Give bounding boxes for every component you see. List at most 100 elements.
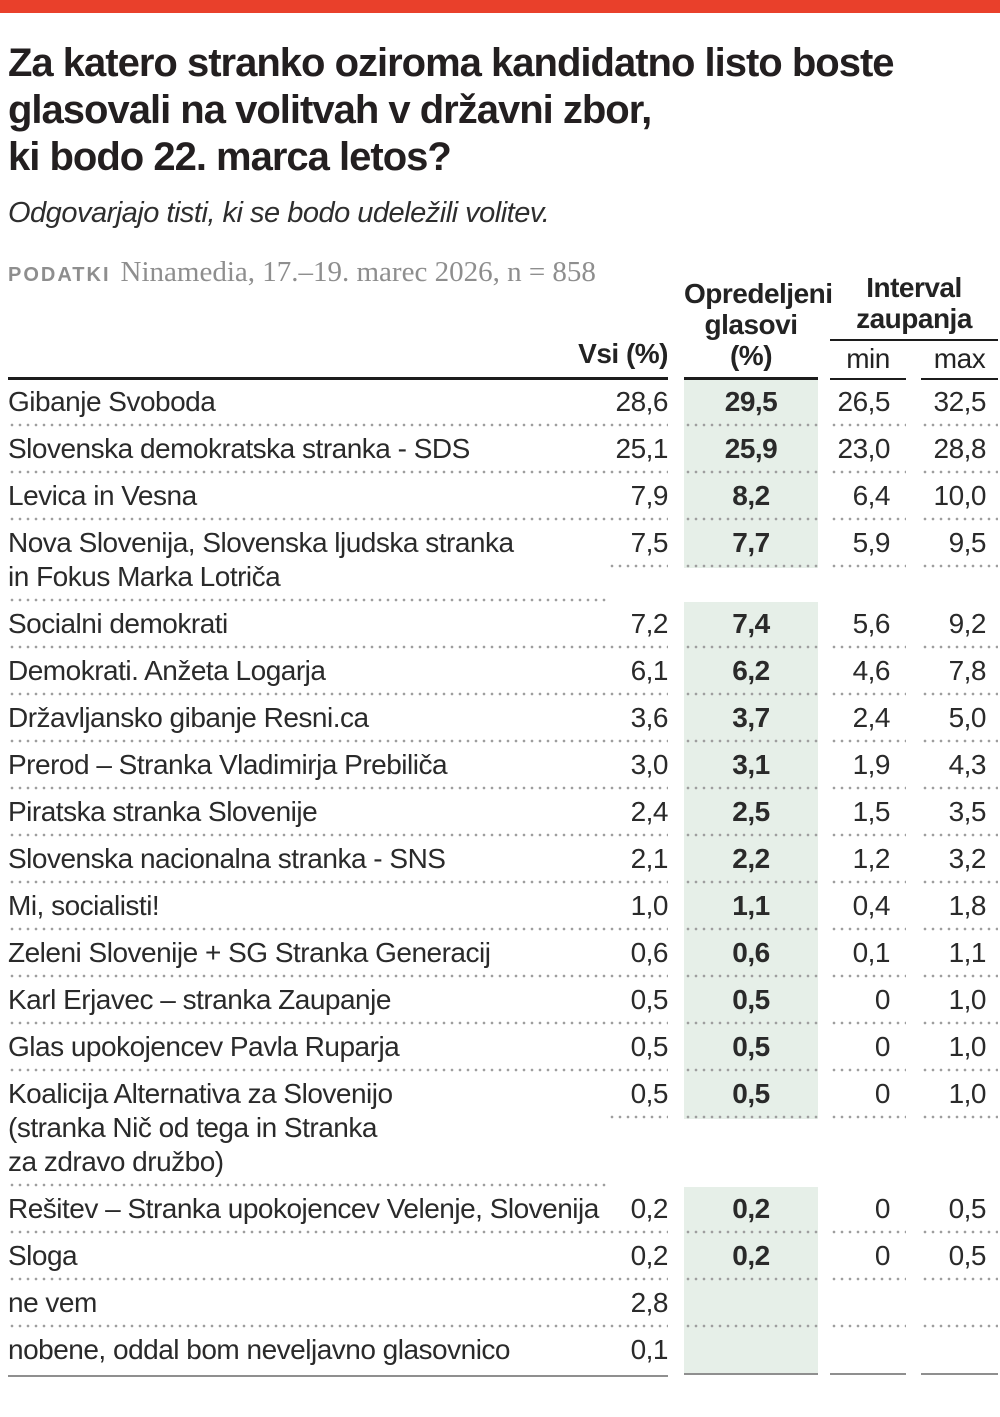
max-value: 10,0 bbox=[921, 474, 998, 521]
vsi-value: 2,1 bbox=[608, 837, 669, 884]
column-gap bbox=[818, 1281, 830, 1328]
vsi-value: 0,5 bbox=[608, 1072, 669, 1119]
table-row: Prerod – Stranka Vladimirja Prebiliča 3,… bbox=[8, 743, 998, 790]
column-gap bbox=[906, 743, 921, 790]
column-gap bbox=[668, 1328, 684, 1375]
opredeljeni-value: 6,2 bbox=[684, 649, 818, 696]
column-gap bbox=[668, 521, 684, 568]
column-gap bbox=[668, 790, 684, 837]
party-label: Slovenska nacionalna stranka - SNS bbox=[8, 837, 608, 884]
column-gap bbox=[668, 380, 684, 427]
max-value: 3,5 bbox=[921, 790, 998, 837]
column-gap bbox=[668, 931, 684, 978]
column-gap bbox=[818, 474, 830, 521]
min-value bbox=[830, 1281, 906, 1328]
page-title: Za katero stranko oziroma kandidatno lis… bbox=[8, 41, 895, 179]
party-label: Sloga bbox=[8, 1234, 608, 1281]
party-label: Slovenska demokratska stranka - SDS bbox=[8, 427, 608, 474]
vsi-value: 3,0 bbox=[608, 743, 669, 790]
vsi-value: 7,2 bbox=[608, 602, 669, 649]
table-row: Gibanje Svoboda 28,6 29,5 26,5 32,5 bbox=[8, 380, 998, 427]
page-subtitle: Odgovarjajo tisti, ki se bodo udeležili … bbox=[8, 197, 550, 229]
source-text: Ninamedia, 17.–19. marec 2026, n = 858 bbox=[120, 256, 596, 288]
max-value: 3,2 bbox=[921, 837, 998, 884]
column-gap bbox=[668, 978, 684, 1025]
min-value: 1,2 bbox=[830, 837, 906, 884]
column-gap bbox=[668, 474, 684, 521]
column-gap bbox=[906, 1025, 921, 1072]
table-row: Rešitev – Stranka upokojencev Velenje, S… bbox=[8, 1187, 998, 1234]
min-value: 1,5 bbox=[830, 790, 906, 837]
party-label: Rešitev – Stranka upokojencev Velenje, S… bbox=[8, 1187, 608, 1234]
column-gap bbox=[906, 1072, 921, 1119]
party-label: Karl Erjavec – stranka Zaupanje bbox=[8, 978, 608, 1025]
column-gap bbox=[668, 884, 684, 931]
max-value bbox=[921, 1281, 998, 1328]
data-source: PODATKI Ninamedia, 17.–19. marec 2026, n… bbox=[8, 256, 998, 289]
column-gap bbox=[818, 837, 830, 884]
column-gap bbox=[818, 1025, 830, 1072]
column-gap bbox=[668, 1281, 684, 1328]
column-gap bbox=[668, 1072, 684, 1119]
column-gap bbox=[906, 837, 921, 884]
column-gap bbox=[818, 427, 830, 474]
party-label: Zeleni Slovenije + SG Stranka Generacij bbox=[8, 931, 608, 978]
table-row: Slovenska demokratska stranka - SDS 25,1… bbox=[8, 427, 998, 474]
opredeljeni-value: 0,6 bbox=[684, 931, 818, 978]
min-value: 0 bbox=[830, 1072, 906, 1119]
max-value bbox=[921, 1328, 998, 1375]
column-gap bbox=[906, 696, 921, 743]
poll-table-body: Gibanje Svoboda 28,6 29,5 26,5 32,5 Slov… bbox=[8, 380, 998, 1377]
opredeljeni-value: 0,5 bbox=[684, 1072, 818, 1119]
opredeljeni-value: 8,2 bbox=[684, 474, 818, 521]
table-row: Nova Slovenija, Slovenska ljudska strank… bbox=[8, 521, 998, 602]
max-value: 0,5 bbox=[921, 1187, 998, 1234]
column-gap bbox=[818, 521, 830, 568]
column-gap bbox=[906, 1328, 921, 1375]
vsi-value: 0,2 bbox=[608, 1187, 669, 1234]
table-row: Mi, socialisti! 1,0 1,1 0,4 1,8 bbox=[8, 884, 998, 931]
min-value: 5,9 bbox=[830, 521, 906, 568]
column-gap bbox=[906, 649, 921, 696]
column-gap bbox=[668, 649, 684, 696]
opredeljeni-value: 3,1 bbox=[684, 743, 818, 790]
opredeljeni-value: 7,4 bbox=[684, 602, 818, 649]
max-value: 1,0 bbox=[921, 978, 998, 1025]
min-value bbox=[830, 1328, 906, 1375]
max-value: 1,8 bbox=[921, 884, 998, 931]
min-value: 0 bbox=[830, 1025, 906, 1072]
vsi-value: 0,2 bbox=[608, 1234, 669, 1281]
vsi-value: 0,5 bbox=[608, 978, 669, 1025]
max-value: 7,8 bbox=[921, 649, 998, 696]
source-label: PODATKI bbox=[8, 264, 111, 286]
opredeljeni-value: 25,9 bbox=[684, 427, 818, 474]
vsi-value: 0,6 bbox=[608, 931, 669, 978]
party-label: Glas upokojencev Pavla Ruparja bbox=[8, 1025, 608, 1072]
accent-top-bar bbox=[0, 0, 1000, 13]
party-label: ne vem bbox=[8, 1281, 608, 1328]
party-label: Levica in Vesna bbox=[8, 474, 608, 521]
column-gap bbox=[818, 1187, 830, 1234]
column-gap bbox=[668, 1187, 684, 1234]
column-gap bbox=[818, 884, 830, 931]
min-value: 2,4 bbox=[830, 696, 906, 743]
column-gap bbox=[906, 427, 921, 474]
vsi-value: 7,5 bbox=[608, 521, 669, 568]
max-value: 1,1 bbox=[921, 931, 998, 978]
column-gap bbox=[818, 696, 830, 743]
opredeljeni-value: 0,5 bbox=[684, 1025, 818, 1072]
party-label: Piratska stranka Slovenije bbox=[8, 790, 608, 837]
opredeljeni-value: 7,7 bbox=[684, 521, 818, 568]
column-gap bbox=[668, 743, 684, 790]
column-gap bbox=[818, 1234, 830, 1281]
column-gap bbox=[668, 1234, 684, 1281]
max-value: 0,5 bbox=[921, 1234, 998, 1281]
opredeljeni-value: 2,2 bbox=[684, 837, 818, 884]
table-row: Glas upokojencev Pavla Ruparja 0,5 0,5 0… bbox=[8, 1025, 998, 1072]
column-gap bbox=[668, 602, 684, 649]
column-gap bbox=[906, 1234, 921, 1281]
opredeljeni-value: 2,5 bbox=[684, 790, 818, 837]
column-gap bbox=[906, 474, 921, 521]
column-header-vsi: Vsi (%) bbox=[8, 338, 669, 380]
column-gap bbox=[906, 602, 921, 649]
